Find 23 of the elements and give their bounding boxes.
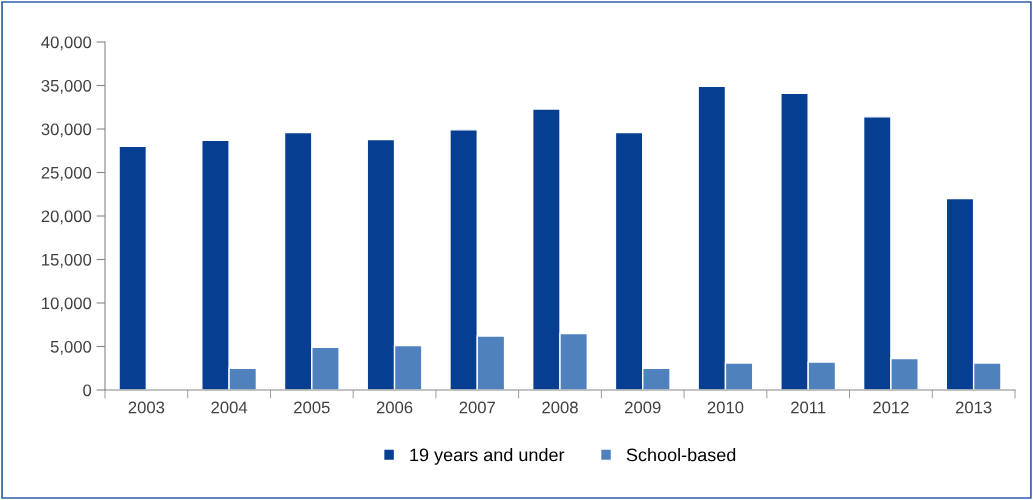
y-tick-label: 20,000 <box>41 210 92 225</box>
x-tick-label: 2004 <box>211 401 248 414</box>
y-tick-label: 30,000 <box>41 123 92 138</box>
x-tick-label: 2007 <box>459 401 495 414</box>
y-tick-label: 5,000 <box>50 340 92 355</box>
x-tick-label: 2006 <box>376 401 413 414</box>
y-tick-label: 15,000 <box>42 253 92 268</box>
y-tick-label: 40,000 <box>41 36 92 51</box>
x-tick-label: 2003 <box>128 401 165 414</box>
x-tick-label: 2009 <box>625 401 661 414</box>
y-tick-label: 10,000 <box>42 297 92 312</box>
x-tick-label: 2013 <box>955 401 992 414</box>
x-tick-label: 2008 <box>542 401 578 414</box>
y-tick-label: 25,000 <box>41 166 92 181</box>
legend-label: 19 years and under <box>410 448 565 465</box>
x-tick-label: 2012 <box>873 401 909 414</box>
x-tick-label: 2011 <box>791 401 826 414</box>
x-tick-label: 2005 <box>294 401 330 414</box>
y-tick-label: 35,000 <box>41 79 92 94</box>
legend-label: School-based <box>626 448 736 462</box>
x-tick-label: 2010 <box>707 401 744 414</box>
bar <box>118 145 148 390</box>
y-tick-label: 0 <box>83 384 92 397</box>
